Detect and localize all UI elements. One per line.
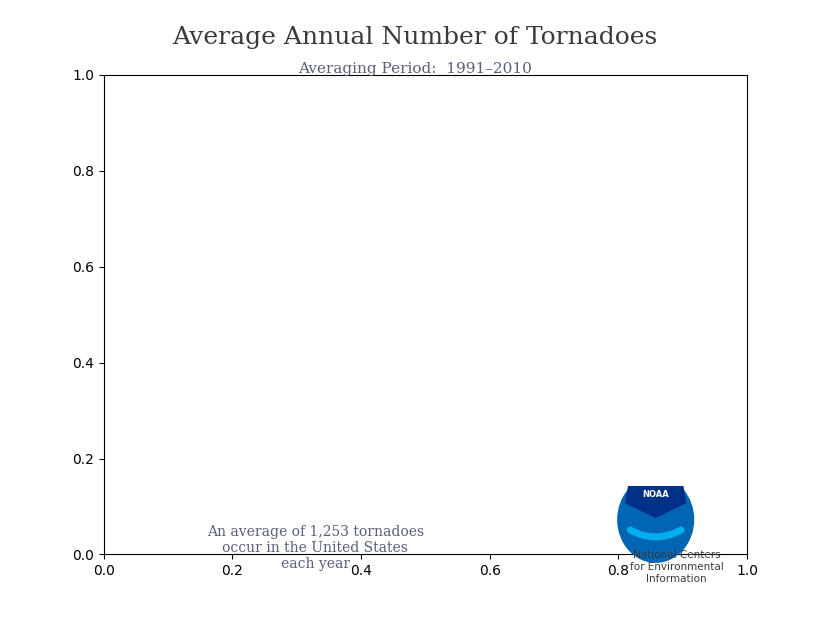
Circle shape [618,477,694,562]
Text: An average of 1,253 tornadoes
occur in the United States
each year: An average of 1,253 tornadoes occur in t… [207,525,424,571]
Text: Average Annual Number of Tornadoes: Average Annual Number of Tornadoes [173,26,657,49]
Text: National Centers
for Environmental
Information: National Centers for Environmental Infor… [630,550,723,584]
Polygon shape [626,479,686,517]
FancyArrowPatch shape [630,530,681,537]
Text: Averaging Period:  1991–2010: Averaging Period: 1991–2010 [298,62,532,75]
Text: NOAA: NOAA [642,490,669,500]
